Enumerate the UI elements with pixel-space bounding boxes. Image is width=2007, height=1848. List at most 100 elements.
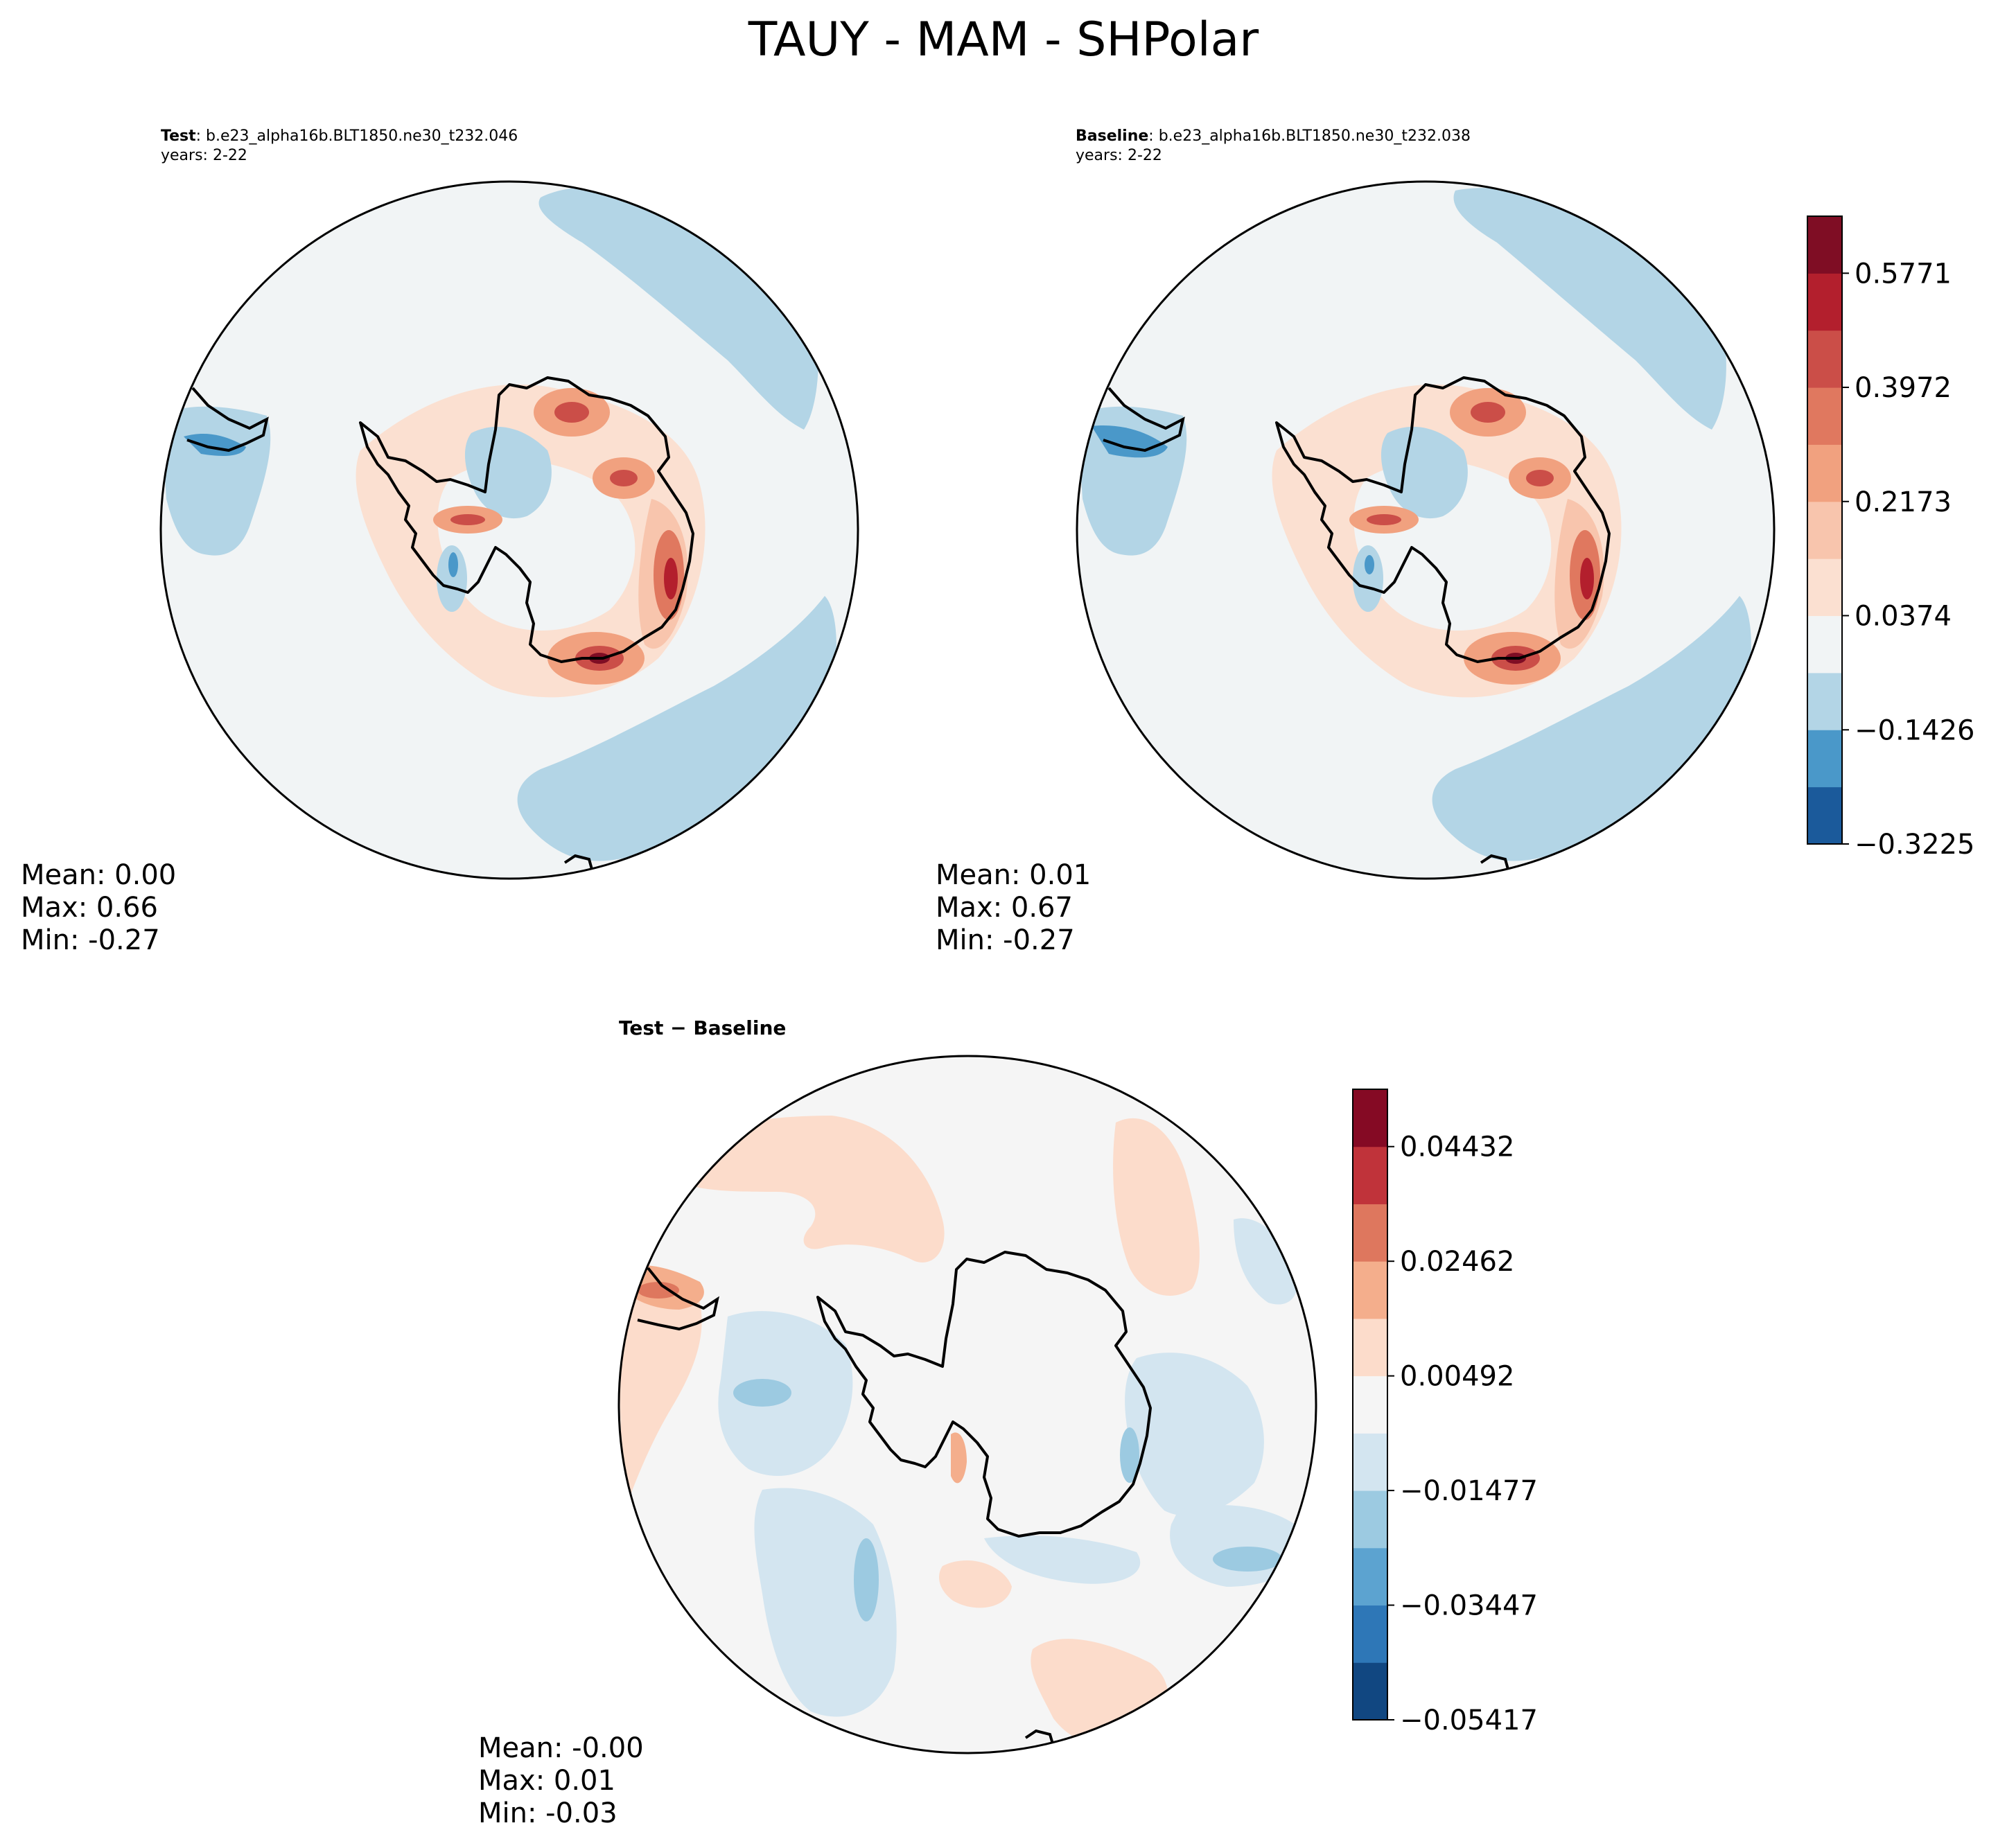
test-label: Test [161, 127, 196, 145]
diff-mean: Mean: -0.00 [478, 1732, 644, 1764]
diff-coast-south [1024, 1729, 1055, 1747]
main-colorbar-tick-label: 0.0374 [1855, 600, 1952, 632]
main-colorbar-segment [1807, 330, 1842, 388]
main-colorbar-segment [1807, 558, 1842, 617]
main-colorbar-segment [1807, 730, 1842, 788]
main-colorbar-tick-label: 0.5771 [1855, 258, 1952, 290]
diff-colorbar-segment [1353, 1146, 1387, 1204]
diff-colorbar: −0.05417 −0.03447 −0.01477 0.00492 0.02462 0.… [1352, 1089, 1538, 1736]
main-colorbar-tick-label: 0.3972 [1855, 372, 1952, 404]
diff-colorbar-segment [1353, 1318, 1387, 1377]
baseline-stats: Mean: 0.01 Max: 0.67 Min: -0.27 [936, 859, 1091, 957]
diff-colorbar-segment [1353, 1605, 1387, 1663]
main-colorbar-tick-label: −0.1426 [1855, 714, 1974, 746]
main-colorbar-segment [1807, 615, 1842, 674]
main-colorbar-segment [1807, 672, 1842, 730]
diff-label: Test − Baseline [619, 1017, 787, 1039]
diff-colorbar-segment [1353, 1375, 1387, 1434]
baseline-negative-spot [1353, 545, 1383, 612]
test-panel-title: Test: b.e23_alpha16b.BLT1850.ne30_t232.0… [161, 127, 518, 164]
baseline-years: years: 2-22 [1076, 147, 1162, 164]
main-colorbar-segment [1807, 387, 1842, 445]
main-colorbar-segment [1807, 444, 1842, 502]
diff-colorbar-segment [1353, 1433, 1387, 1491]
diff-coast-west [637, 1267, 719, 1331]
diff-colorbar-tick-label: 0.00492 [1400, 1361, 1514, 1393]
diff-positive-north [668, 1116, 945, 1262]
diff-colorbar-tick-label: −0.03447 [1400, 1590, 1538, 1622]
diff-colorbar-tick-label: 0.02462 [1400, 1246, 1514, 1278]
diff-positive-peninsula [951, 1432, 967, 1484]
diff-negative-rim-east [1234, 1218, 1298, 1305]
main-colorbar-tick-label: 0.2173 [1855, 486, 1952, 518]
test-coast-south [563, 854, 594, 872]
main-colorbar: −0.3225 −0.1426 0.0374 0.2173 0.3972 0.5771 [1807, 215, 1974, 861]
main-colorbar-segment [1807, 501, 1842, 559]
main-colorbar-tick-label: −0.3225 [1855, 829, 1974, 861]
test-min: Min: -0.27 [21, 924, 160, 956]
diff-colorbar-tick-label: −0.05417 [1400, 1705, 1538, 1736]
diff-max: Max: 0.01 [478, 1765, 615, 1797]
diff-colorbar-segment [1353, 1261, 1387, 1319]
diff-colorbar-segment [1353, 1547, 1387, 1606]
test-case: b.e23_alpha16b.BLT1850.ne30_t232.046 [206, 127, 518, 145]
diff-colorbar-segment [1353, 1490, 1387, 1549]
diff-colorbar-tick-label: −0.01477 [1400, 1475, 1538, 1507]
test-negative-spot-core [448, 552, 458, 577]
test-interior-negative [464, 426, 552, 519]
baseline-positive-center-core [1526, 470, 1554, 486]
diff-negative-east-core [1120, 1427, 1139, 1483]
main-colorbar-segment [1807, 786, 1842, 845]
baseline-positive-east-peak [1580, 558, 1594, 599]
baseline-interior-negative [1381, 426, 1468, 519]
test-positive-center-core [610, 470, 638, 486]
baseline-case: b.e23_alpha16b.BLT1850.ne30_t232.038 [1158, 127, 1471, 145]
baseline-positive-westcoast-core [1367, 514, 1401, 525]
test-negative-band-south [517, 596, 836, 861]
baseline-max: Max: 0.67 [936, 892, 1073, 924]
diff-negative-west-core [733, 1379, 791, 1407]
baseline-map [1077, 182, 1774, 879]
test-map-border [159, 180, 859, 880]
figure-title: TAUY - MAM - SHPolar [748, 12, 1259, 67]
test-positive-north-core [554, 402, 589, 423]
baseline-panel-title: Baseline: b.e23_alpha16b.BLT1850.ne30_t2… [1076, 127, 1471, 164]
test-stats: Mean: 0.00 Max: 0.66 Min: -0.27 [21, 859, 176, 957]
test-negative-spot [437, 545, 467, 612]
test-positive-westcoast-core [450, 514, 485, 525]
test-coast-west [186, 387, 269, 452]
diff-negative-southwest-core [854, 1538, 879, 1621]
baseline-map-border [1076, 180, 1776, 880]
diff-colorbar-border [1352, 1089, 1388, 1721]
test-map [161, 182, 858, 879]
main-colorbar-segment [1807, 216, 1842, 274]
diff-positive-west [620, 1275, 702, 1504]
diff-colorbar-segment [1353, 1662, 1387, 1721]
diff-min: Min: -0.03 [478, 1797, 617, 1829]
diff-colorbar-tick-label: 0.04432 [1400, 1132, 1514, 1163]
diff-map [619, 1056, 1316, 1753]
baseline-negative-spot-core [1365, 555, 1374, 574]
diff-negative-coast-south [984, 1535, 1141, 1584]
diff-positive-northeast [1113, 1118, 1200, 1296]
main-colorbar-segment [1807, 273, 1842, 331]
baseline-coast-west [1103, 387, 1185, 452]
baseline-mean: Mean: 0.01 [936, 859, 1092, 891]
test-positive-east-peak [664, 558, 678, 599]
diff-colorbar-segment [1353, 1089, 1387, 1147]
diff-positive-westcoast-core [638, 1282, 679, 1299]
diff-stats: Mean: -0.00 Max: 0.01 Min: -0.03 [478, 1732, 644, 1830]
main-colorbar-border [1807, 215, 1843, 845]
baseline-coast-south [1480, 854, 1510, 872]
baseline-label: Baseline [1076, 127, 1149, 145]
diff-panel-title: Test − Baseline [619, 1019, 786, 1038]
baseline-min: Min: -0.27 [936, 924, 1075, 956]
baseline-positive-north-core [1471, 402, 1505, 423]
test-max: Max: 0.66 [21, 892, 158, 924]
test-mean: Mean: 0.00 [21, 859, 177, 891]
diff-map-border [617, 1055, 1317, 1754]
diff-positive-south [939, 1560, 1012, 1608]
diff-colorbar-segment [1353, 1204, 1387, 1262]
baseline-negative-band-south [1432, 596, 1751, 861]
diff-negative-southeast-core [1213, 1547, 1282, 1572]
